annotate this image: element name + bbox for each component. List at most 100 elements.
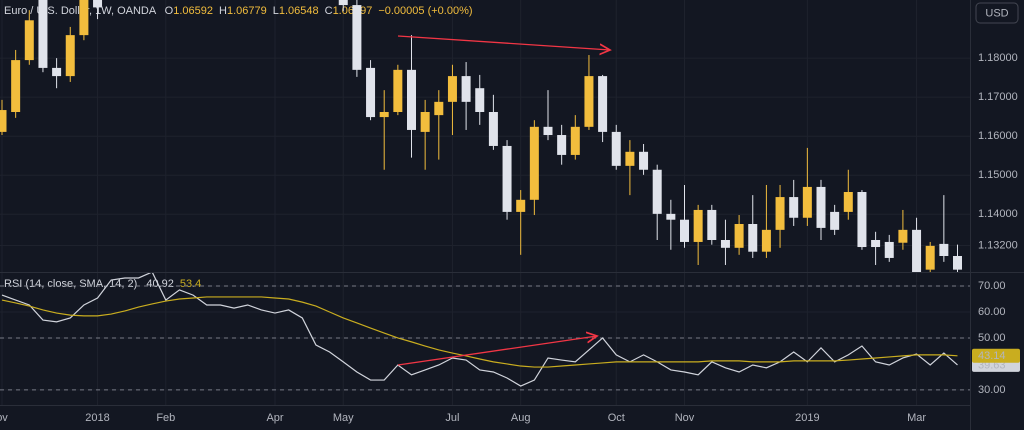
x-tick-label: 2018 [85, 412, 109, 424]
y-tick-label: 50.00 [978, 332, 1006, 344]
candle-body [884, 241, 894, 258]
candle-body [639, 151, 649, 170]
y-tick-label: 1.14000 [978, 208, 1018, 220]
candle-body [447, 76, 457, 102]
divergence-arrow [397, 336, 597, 366]
rsi-header: RSI (14, close, SMA, 14, 2) 40.92 53.4 [4, 278, 201, 290]
candle-body [816, 186, 826, 228]
candle-body [11, 60, 21, 112]
candle-body [543, 126, 553, 136]
currency-button-frame[interactable] [975, 2, 1019, 24]
candle-body [720, 240, 730, 248]
candle-body [680, 219, 689, 242]
x-tick-label: Aug [511, 412, 531, 424]
ohlc-value: 1.06548 [279, 5, 319, 17]
symbol-header: Euro / U.S. Dollar, 1W, OANDA O1.06592H1… [4, 5, 473, 17]
x-tick-label: ov [0, 412, 8, 424]
candle-body [830, 211, 840, 230]
candle-body [625, 151, 635, 166]
x-tick-label: Apr [266, 412, 283, 424]
candle-body [24, 20, 34, 61]
y-tick-label: 1.15000 [978, 169, 1018, 181]
ohlc-key: H [219, 5, 227, 17]
candle-body [598, 76, 608, 132]
candle-body [529, 126, 539, 200]
y-tick-label: 1.13200 [978, 239, 1018, 251]
candle-body [502, 145, 512, 212]
y-tick-label: 30.00 [978, 384, 1006, 396]
ohlc-key: L [273, 5, 279, 17]
rsi-title: RSI (14, close, SMA, 14, 2) [4, 278, 137, 290]
candle-body [611, 131, 621, 166]
last-value-box [972, 348, 1020, 363]
x-tick-label: May [333, 412, 354, 424]
x-tick-label: Jul [445, 412, 459, 424]
rsi-legend-value: 40.92 [146, 278, 174, 290]
candle-body [366, 67, 376, 118]
y-tick-label: 1.16000 [978, 130, 1018, 142]
y-tick-label: 1.17000 [978, 91, 1018, 103]
candle-body [584, 76, 594, 127]
price-pane [0, 0, 962, 272]
candle-body [570, 126, 580, 155]
ohlc-value: 1.06592 [173, 5, 213, 17]
candle-body [557, 135, 567, 155]
candle-body [912, 229, 922, 272]
y-tick-label: 60.00 [978, 306, 1006, 318]
y-tick-label: 70.00 [978, 280, 1006, 292]
candle-body [393, 69, 403, 112]
x-tick-label: Oct [608, 412, 625, 424]
candle-body [52, 67, 62, 77]
y-tick-label: 1.18000 [978, 52, 1018, 64]
x-tick-label: Feb [156, 412, 175, 424]
rsi-line [1, 273, 958, 387]
candle-body [420, 112, 430, 132]
candle-body [666, 213, 676, 220]
change: −0.00005 (+0.00%) [378, 5, 472, 17]
candle-body [434, 101, 444, 116]
candle-body [352, 5, 362, 70]
candle-body [871, 240, 881, 248]
x-tick-label: Nov [675, 412, 695, 424]
x-tick-label: 2019 [795, 412, 819, 424]
candle-body [488, 112, 498, 146]
candle-body [939, 243, 949, 256]
last-value-label: 43.14 [978, 350, 1006, 362]
rsi-line [1, 296, 958, 368]
candle-body [748, 224, 758, 252]
candle-body [461, 76, 471, 102]
candle-body [775, 197, 785, 230]
divergence-arrow [397, 35, 610, 50]
candle-body [407, 69, 416, 130]
candle-body [707, 209, 717, 240]
candle-body [761, 229, 771, 252]
candle-body [475, 88, 485, 112]
rsi-legend-value: 53.4 [180, 278, 201, 290]
candle-body [802, 186, 812, 218]
x-tick-label: Mar [907, 412, 926, 424]
candle-body [734, 224, 744, 248]
candle-body [898, 229, 908, 243]
candle-body [38, 0, 48, 68]
candle-body [65, 35, 75, 77]
candle-body [379, 112, 389, 118]
candle-body [652, 169, 662, 214]
candle-body [93, 0, 103, 8]
ohlc-key: C [325, 5, 333, 17]
ohlc-key: O [165, 5, 174, 17]
candle-body [857, 192, 867, 248]
currency-button[interactable]: USD [975, 2, 1019, 24]
candle-body [953, 256, 962, 270]
candle-body [843, 192, 853, 212]
currency-label[interactable]: USD [985, 7, 1008, 19]
candle-body [925, 245, 935, 270]
candle-body [338, 0, 348, 6]
rsi-pane [0, 273, 970, 391]
candle-body [516, 199, 526, 212]
ohlc-value: 1.06779 [227, 5, 267, 17]
candle-body [0, 110, 7, 132]
candle-body [693, 209, 703, 242]
candle-body [789, 197, 799, 218]
